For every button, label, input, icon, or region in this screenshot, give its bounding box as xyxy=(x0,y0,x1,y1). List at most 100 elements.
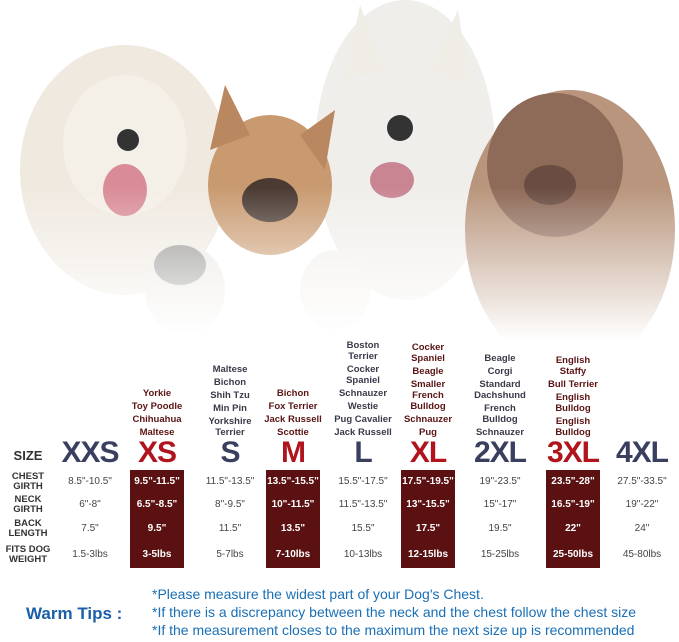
breed: Smaller French Bulldog xyxy=(410,379,446,412)
breed: French Bulldog xyxy=(482,403,518,425)
breed: English Bulldog xyxy=(555,392,591,414)
size-neck: 11.5"-13.5" xyxy=(338,499,388,510)
breed: Yorkie xyxy=(142,388,172,399)
size-back: 13.5" xyxy=(280,523,306,534)
size-weight: 5-7lbs xyxy=(216,549,244,560)
size-back: 19.5" xyxy=(488,523,512,534)
breed: Shih Tzu xyxy=(210,390,250,401)
breed: Beagle xyxy=(484,353,516,364)
size-column-highlight xyxy=(130,470,184,568)
size-column-highlight xyxy=(401,470,455,568)
breed: Schnauzer xyxy=(475,427,525,438)
breed: Jack Russell xyxy=(334,427,392,438)
size-name: 2XL xyxy=(473,436,527,469)
size-back: 24" xyxy=(634,523,650,534)
size-neck: 16.5"-19" xyxy=(551,499,595,510)
breed-list: Maltese Bichon Shih Tzu Min Pin Yorkshire Te… xyxy=(199,320,261,438)
breed: Corgi xyxy=(487,366,513,377)
breed: Fox Terrier xyxy=(268,401,318,412)
breed: Toy Poodle xyxy=(131,401,183,412)
size-label: SIZE xyxy=(13,448,43,463)
size-weight: 45-80lbs xyxy=(622,549,662,560)
size-name: S xyxy=(220,436,240,469)
breed-list xyxy=(59,320,121,438)
size-weight: 15-25lbs xyxy=(480,549,520,560)
breed: Bichon xyxy=(276,388,310,399)
size-name: M xyxy=(281,436,306,469)
size-neck: 10"-11.5" xyxy=(271,499,315,510)
size-back: 7.5" xyxy=(81,523,99,534)
breed-list: Boston Terrier Cocker Spaniel Schnauzer Wes… xyxy=(332,320,394,438)
size-column-highlight xyxy=(266,470,320,568)
size-back: 22" xyxy=(565,523,581,534)
breed: Schnauzer xyxy=(338,388,388,399)
size-back: 17.5" xyxy=(415,523,441,534)
row-label: CHEST GIRTH xyxy=(11,470,45,492)
size-name: 3XL xyxy=(546,436,600,469)
breed: Scottie xyxy=(277,427,309,438)
size-back: 15.5" xyxy=(351,523,375,534)
size-weight: 25-50lbs xyxy=(552,549,594,560)
breed: Boston Terrier xyxy=(346,340,380,362)
breed: Schnauzer xyxy=(403,414,453,425)
dog-photo xyxy=(0,0,679,340)
size-chest: 27.5"-33.5" xyxy=(617,476,667,487)
size-name: L xyxy=(354,436,372,469)
size-weight: 7-10lbs xyxy=(275,549,311,560)
tip-line: *If there is a discrepancy between the n… xyxy=(152,604,637,620)
size-weight: 10-13lbs xyxy=(343,549,383,560)
size-chest: 15.5"-17.5" xyxy=(338,476,388,487)
size-name: XS xyxy=(137,436,177,469)
size-chest: 13.5"-15.5" xyxy=(267,476,319,487)
size-chest: 8.5"-10.5" xyxy=(68,476,112,487)
tip-line: *Please measure the widest part of your … xyxy=(152,586,484,602)
breed: Maltese xyxy=(139,427,175,438)
breed: Chihuahua xyxy=(132,414,182,425)
breed-list: English Staffy Bull Terrier English Bulldo… xyxy=(542,320,604,438)
breed: Min Pin xyxy=(213,403,247,414)
size-neck: 15"-17" xyxy=(483,499,517,510)
breed: Beagle xyxy=(412,366,444,377)
tip-line: *If the measurement closes to the maximu… xyxy=(152,622,635,638)
breed: Cocker Spaniel xyxy=(411,342,445,364)
size-neck: 19"-22" xyxy=(625,499,659,510)
breed: Westie xyxy=(347,401,379,412)
breed-list: Beagle Corgi Standard Dachshund French Bull… xyxy=(469,320,531,438)
breed: Bichon xyxy=(213,377,247,388)
size-back: 9.5" xyxy=(147,523,167,534)
breed: Pug Cavalier xyxy=(334,414,392,425)
size-chest: 23.5"-28" xyxy=(551,476,595,487)
size-weight: 1.5-3lbs xyxy=(72,549,108,560)
size-chest: 17.5"-19.5" xyxy=(402,476,454,487)
size-chest: 11.5"-13.5" xyxy=(205,476,255,487)
breed: Pug xyxy=(419,427,437,438)
breed: Bull Terrier xyxy=(548,379,598,390)
size-weight: 3-5lbs xyxy=(142,549,172,560)
breed-list: Bichon Fox Terrier Jack Russell Scottie xyxy=(262,320,324,438)
size-neck: 6"-8" xyxy=(79,499,101,510)
breed-list: Cocker Spaniel Beagle Smaller French Bulld… xyxy=(397,320,459,438)
size-column-highlight xyxy=(546,470,600,568)
size-neck: 6.5"-8.5" xyxy=(136,499,178,510)
size-chest: 19"-23.5" xyxy=(479,476,521,487)
size-back: 11.5" xyxy=(218,523,242,534)
size-neck: 8"-9.5" xyxy=(215,499,245,510)
breed-list xyxy=(611,320,673,438)
size-chest: 9.5"-11.5" xyxy=(134,476,180,487)
size-neck: 13"-15.5" xyxy=(406,499,450,510)
breed: Cocker Spaniel xyxy=(346,364,380,386)
tips-title: Warm Tips : xyxy=(26,604,123,623)
size-weight: 12-15lbs xyxy=(407,549,449,560)
breed: English Staffy xyxy=(555,355,591,377)
breed: Maltese xyxy=(212,364,248,375)
size-name: XXS xyxy=(61,436,119,469)
row-label: FITS DOG WEIGHT xyxy=(5,543,51,565)
breed-list: Yorkie Toy Poodle Chihuahua Maltese xyxy=(126,320,188,438)
breed: Standard Dachshund xyxy=(474,379,526,401)
breed: Yorkshire Terrier xyxy=(208,416,252,438)
row-label: NECK GIRTH xyxy=(13,493,43,515)
breed: Jack Russell xyxy=(264,414,322,425)
size-name: XL xyxy=(409,436,447,469)
breed: English Bulldog xyxy=(555,416,591,438)
